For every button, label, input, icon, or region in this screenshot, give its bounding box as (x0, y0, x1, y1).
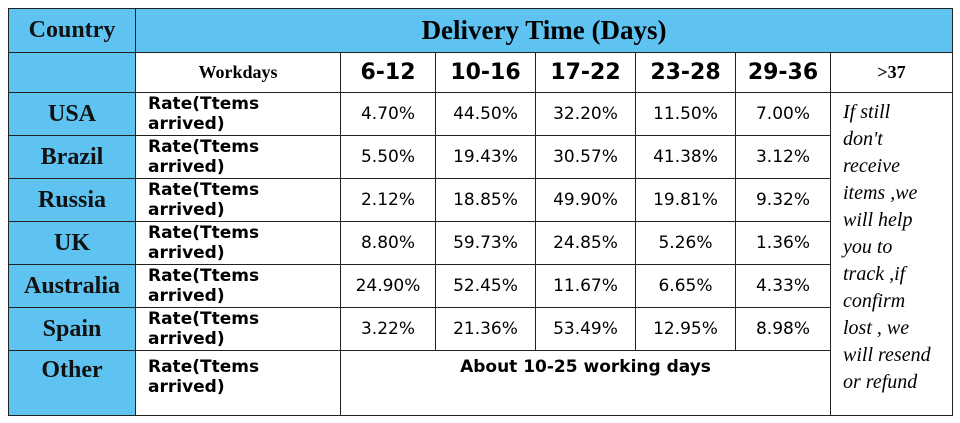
range-header: 23-28 (635, 52, 736, 93)
rate-value: 24.85% (535, 221, 636, 265)
rate-value: 32.20% (535, 92, 636, 136)
table-body: Country Delivery Time (Days) Workdays 6-12 1… (8, 8, 954, 416)
country-name: Australia (8, 264, 136, 308)
rate-label: Rate(Ttems arrived) (135, 350, 341, 416)
table-row: Country Delivery Time (Days) (8, 8, 954, 53)
rate-value: 44.50% (435, 92, 536, 136)
country-name: Spain (8, 307, 136, 351)
rate-value: 5.50% (340, 135, 436, 179)
range-header: 10-16 (435, 52, 536, 93)
table-row: UK Rate(Ttems arrived) 8.80% 59.73% 24.85% 5.… (8, 221, 953, 265)
rate-value: 49.90% (535, 178, 636, 222)
table-title: Delivery Time (Days) (134, 8, 954, 53)
rate-value: 59.73% (435, 221, 536, 265)
table-row: Australia Rate(Ttems arrived) 24.90% 52.45%… (8, 264, 953, 308)
side-note: If still don't receive items ,we will help yo… (829, 92, 954, 416)
rate-value: 9.32% (735, 178, 831, 222)
rate-value: 53.49% (535, 307, 636, 351)
rate-label: Rate(Ttems arrived) (135, 264, 341, 308)
side-note-line: track ,if (843, 263, 906, 285)
rate-value: 52.45% (435, 264, 536, 308)
country-name: USA (8, 92, 136, 136)
other-note: About 10-25 working days (340, 350, 831, 416)
rate-value: 3.12% (735, 135, 831, 179)
rate-label: Rate(Ttems arrived) (135, 307, 341, 351)
rate-value: 1.36% (735, 221, 831, 265)
country-header: Country (8, 8, 136, 53)
side-note-line: confirm (843, 290, 906, 312)
table-row: Workdays 6-12 10-16 17-22 23-28 29-36 >37 (8, 52, 954, 93)
table-row: USA Rate(Ttems arrived) 4.70% 44.50% 32.20% 1… (8, 92, 954, 416)
side-note-line: items ,we (843, 182, 918, 204)
rate-label: Rate(Ttems arrived) (135, 135, 341, 179)
rate-label: Rate(Ttems arrived) (135, 178, 341, 222)
rate-label: Rate(Ttems arrived) (135, 92, 341, 136)
country-name: Russia (8, 178, 136, 222)
rate-value: 6.65% (635, 264, 736, 308)
side-note-line: or refund (843, 371, 918, 393)
side-note-line: If still (843, 101, 891, 123)
country-name: Brazil (8, 135, 136, 179)
rate-value: 41.38% (635, 135, 736, 179)
rate-value: 5.26% (635, 221, 736, 265)
rate-value: 7.00% (735, 92, 831, 136)
rate-value: 19.43% (435, 135, 536, 179)
rate-value: 18.85% (435, 178, 536, 222)
table-row: Russia Rate(Ttems arrived) 2.12% 18.85% 49.9… (8, 178, 953, 222)
table-row: Spain Rate(Ttems arrived) 3.22% 21.36% 53.49… (8, 307, 953, 351)
rate-value: 21.36% (435, 307, 536, 351)
range-header: 29-36 (735, 52, 831, 93)
rate-value: 30.57% (535, 135, 636, 179)
range-header: 17-22 (535, 52, 636, 93)
workdays-header: Workdays (135, 52, 341, 93)
rate-value: 24.90% (340, 264, 436, 308)
rate-value: 11.50% (635, 92, 736, 136)
delivery-table: Country Delivery Time (Days) Workdays 6-12 1… (8, 8, 954, 416)
table-row: Other Rate(Ttems arrived) About 10-25 work… (8, 350, 953, 416)
rate-value: 4.70% (340, 92, 436, 136)
side-note-line: receive (843, 155, 900, 177)
range-header: 6-12 (340, 52, 436, 93)
rate-value: 3.22% (340, 307, 436, 351)
range-header: >37 (829, 52, 954, 93)
rate-value: 11.67% (535, 264, 636, 308)
country-spacer (8, 52, 136, 93)
rate-value: 4.33% (735, 264, 831, 308)
rate-value: 2.12% (340, 178, 436, 222)
rate-value: 19.81% (635, 178, 736, 222)
table-row: Brazil Rate(Ttems arrived) 5.50% 19.43% 30.5… (8, 135, 953, 179)
country-name: UK (8, 221, 136, 265)
rate-label: Rate(Ttems arrived) (135, 221, 341, 265)
side-note-line: will help (843, 209, 913, 231)
country-name: Other (8, 350, 136, 416)
rate-value: 12.95% (635, 307, 736, 351)
side-note-line: will resend (843, 344, 931, 366)
side-note-line: don't (843, 128, 883, 150)
rate-value: 8.98% (735, 307, 831, 351)
side-note-line: lost , we (843, 317, 910, 339)
rate-value: 8.80% (340, 221, 436, 265)
side-note-line: you to (843, 236, 893, 258)
